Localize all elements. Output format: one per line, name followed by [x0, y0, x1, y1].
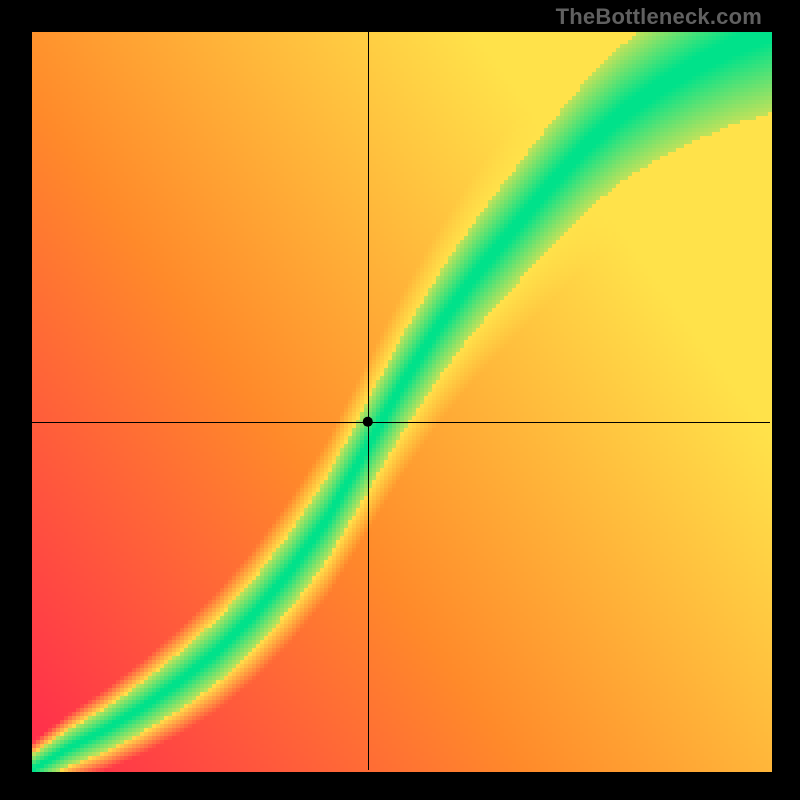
bottleneck-heatmap [0, 0, 800, 800]
watermark-text: TheBottleneck.com [556, 4, 762, 30]
chart-container: TheBottleneck.com [0, 0, 800, 800]
